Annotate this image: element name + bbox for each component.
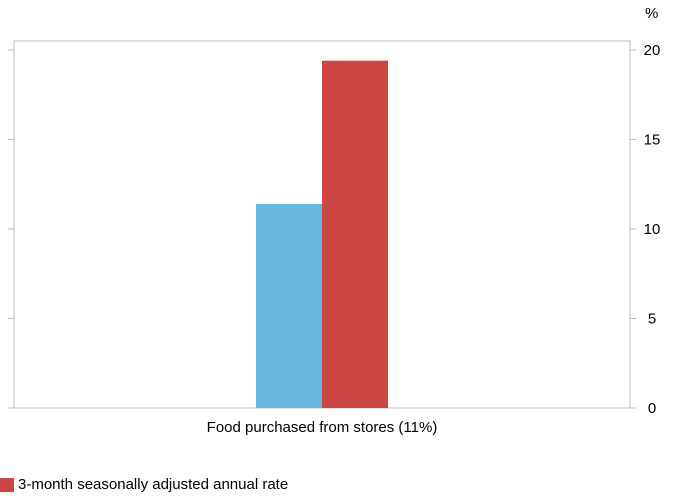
legend: 3-month seasonally adjusted annual rate	[0, 476, 288, 493]
y-tick-label: 10	[644, 221, 661, 238]
y-axis: 0 5 10 15 20	[8, 42, 660, 417]
bars	[256, 60, 388, 408]
legend-swatch	[0, 477, 14, 492]
y-tick-label: 20	[644, 42, 661, 59]
legend-label: 3-month seasonally adjusted annual rate	[18, 476, 289, 493]
category-label: Food purchased from stores (11%)	[207, 419, 438, 436]
y-tick-label: 5	[648, 310, 656, 327]
y-axis-unit: %	[645, 5, 658, 22]
bar-series-2	[322, 60, 388, 408]
bar-series-1	[256, 203, 322, 408]
y-tick-label: 15	[644, 131, 661, 148]
y-tick-label: 0	[648, 400, 656, 417]
chart: 0 5 10 15 20 % Food purchased from stores (1…	[8, 5, 660, 436]
